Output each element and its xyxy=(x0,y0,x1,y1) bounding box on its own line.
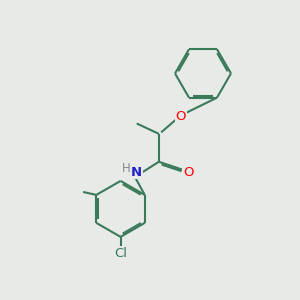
Text: Cl: Cl xyxy=(114,247,127,260)
Text: O: O xyxy=(176,110,186,123)
Text: N: N xyxy=(131,166,142,178)
Text: O: O xyxy=(183,166,194,178)
Text: H: H xyxy=(122,162,131,175)
